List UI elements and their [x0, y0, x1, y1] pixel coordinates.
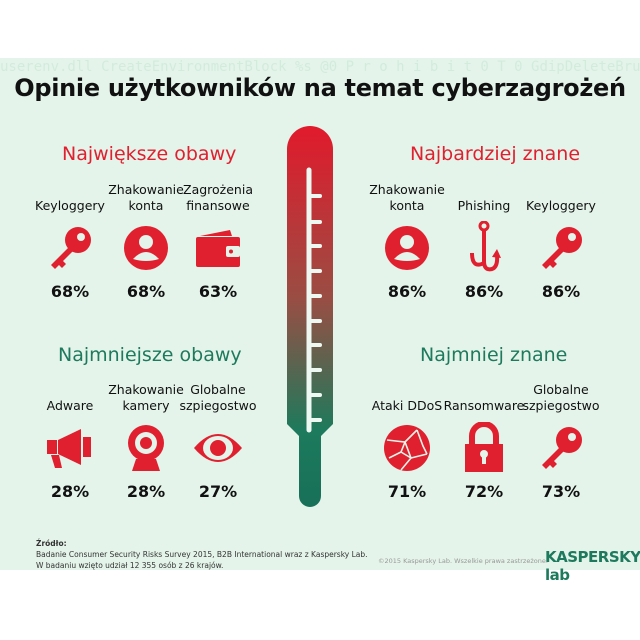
stat-value: 27%	[198, 482, 238, 501]
network-globe-icon	[367, 420, 447, 476]
stat-value: 68%	[126, 282, 166, 301]
heading-least-known: Najmniej znane	[420, 344, 568, 366]
webcam-icon	[106, 420, 186, 476]
stat-value: 63%	[198, 282, 238, 301]
stat-item: Keyloggery 86%	[521, 180, 601, 301]
stat-item: Adware 28%	[30, 380, 110, 501]
stat-value: 28%	[126, 482, 166, 501]
megaphone-icon	[30, 420, 110, 476]
heading-best-known: Najbardziej znane	[410, 143, 581, 165]
stat-label: Ataki DDoS	[371, 398, 443, 413]
heading-biggest-concerns: Największe obawy	[62, 143, 237, 165]
heading-smallest-concerns: Najmniejsze obawy	[58, 344, 242, 366]
stat-label: Zhakowanie konta	[108, 182, 184, 213]
stat-label: Adware	[46, 398, 94, 413]
stat-value: 28%	[50, 482, 90, 501]
stat-label: Globalne szpiegostwo	[522, 382, 600, 413]
stat-item: Zagrożenia finansowe 63%	[178, 180, 258, 301]
stat-value: 72%	[464, 482, 504, 501]
user-icon	[367, 220, 447, 276]
padlock-icon	[444, 420, 524, 476]
stat-item: Zhakowanie konta 68%	[106, 180, 186, 301]
stat-item: Globalne szpiegostwo 73%	[521, 380, 601, 501]
stat-item: Zhakowanie konta 86%	[367, 180, 447, 301]
stat-item: Ataki DDoS 71%	[367, 380, 447, 501]
thermometer-graphic	[287, 126, 333, 507]
stat-label: Keyloggery	[35, 198, 105, 213]
stat-item: Zhakowanie kamery 28%	[106, 380, 186, 501]
stat-label: Zagrożenia finansowe	[183, 182, 253, 213]
copyright: ©2015 Kaspersky Lab. Wszelkie prawa zast…	[378, 557, 548, 565]
source-line-1: Badanie Consumer Security Risks Survey 2…	[36, 550, 368, 559]
key-icon	[30, 220, 110, 276]
stat-item: Globalne szpiegostwo 27%	[178, 380, 258, 501]
page-title: Opinie użytkowników na temat cyberzagroż…	[14, 74, 626, 102]
code-background-pattern: userenv.dll CreateEnvironmentBlock %s @0…	[0, 59, 640, 75]
stat-value: 71%	[387, 482, 427, 501]
stat-label: Ransomware	[443, 398, 525, 413]
source-note: Źródło: Badanie Consumer Security Risks …	[36, 538, 368, 571]
source-label: Źródło:	[36, 539, 67, 548]
stat-label: Zhakowanie konta	[369, 182, 445, 213]
stat-value: 73%	[541, 482, 581, 501]
stat-label: Zhakowanie kamery	[108, 382, 184, 413]
stat-label: Globalne szpiegostwo	[179, 382, 257, 413]
stat-label: Phishing	[457, 198, 511, 213]
user-icon	[106, 220, 186, 276]
stat-value: 86%	[387, 282, 427, 301]
key-icon	[521, 420, 601, 476]
fishhook-icon	[444, 220, 524, 276]
stat-value: 68%	[50, 282, 90, 301]
key-icon	[521, 220, 601, 276]
wallet-icon	[178, 220, 258, 276]
eye-icon	[178, 420, 258, 476]
stat-item: Ransomware 72%	[443, 380, 525, 501]
stat-value: 86%	[464, 282, 504, 301]
stat-value: 86%	[541, 282, 581, 301]
source-line-2: W badaniu wzięto udział 12 355 osób z 26…	[36, 561, 224, 570]
stat-label: Keyloggery	[526, 198, 596, 213]
stat-item: Keyloggery 68%	[30, 180, 110, 301]
kaspersky-logo: KASPERSKY lab	[545, 548, 640, 584]
stat-item: Phishing 86%	[444, 180, 524, 301]
